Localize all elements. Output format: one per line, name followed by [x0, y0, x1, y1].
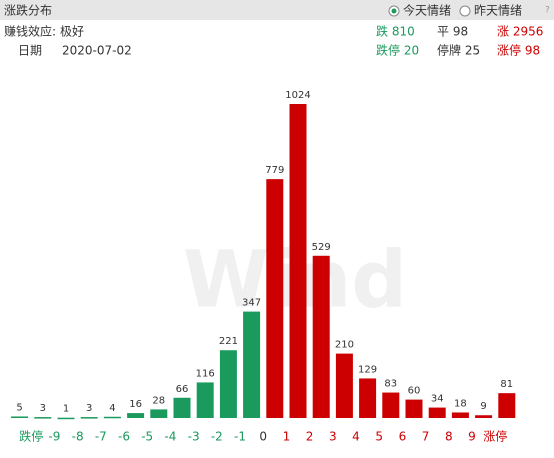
x-tick-label: -8	[72, 430, 84, 444]
value-label: 1024	[285, 90, 310, 101]
plot: 5 3 1 3 4 16 286611622134777910245292101298360…	[11, 90, 516, 444]
x-tick-label: 7	[422, 430, 430, 444]
value-label: 18	[454, 398, 467, 409]
value-label: 3	[40, 403, 46, 414]
x-tick-label: 1	[283, 430, 291, 444]
x-tick-label: -2	[211, 430, 223, 444]
bar	[34, 417, 52, 419]
date-label: 日期	[18, 44, 42, 58]
value-label: 9	[480, 401, 486, 412]
value-label: 5	[16, 402, 22, 413]
bar	[150, 409, 168, 418]
stat-suspended: 停牌 25	[437, 43, 480, 58]
x-tick-label: 8	[445, 430, 453, 444]
value-label: 81	[500, 379, 513, 390]
panel-title: 涨跌分布	[4, 3, 52, 18]
value-label: 16	[129, 399, 142, 410]
value-label: 4	[109, 403, 115, 414]
stat-limit-up: 涨停 98	[497, 43, 540, 58]
bar	[243, 311, 261, 418]
radio-yesterday-label[interactable]: 昨天情绪	[474, 4, 522, 18]
x-tick-label: -9	[48, 430, 60, 444]
bar	[498, 393, 516, 418]
effect-label: 赚钱效应:	[4, 24, 56, 39]
value-label: 66	[176, 384, 189, 395]
bar	[103, 416, 121, 419]
bar	[451, 412, 469, 418]
value-label: 779	[265, 165, 284, 176]
stat-flat: 平 98	[437, 25, 468, 39]
bar	[127, 413, 145, 418]
stat-down: 跌 810	[376, 24, 415, 39]
value-label: 60	[408, 386, 421, 397]
bar	[428, 407, 446, 418]
x-tick-label: -7	[95, 430, 107, 444]
x-tick-label: 2	[306, 430, 314, 444]
x-tick-label: -3	[188, 430, 200, 444]
bar	[173, 397, 191, 418]
bar	[219, 350, 237, 418]
value-label: 83	[384, 379, 397, 390]
x-tick-label: 9	[468, 430, 476, 444]
radio-yesterday[interactable]	[459, 5, 471, 17]
bar	[382, 392, 400, 418]
x-tick-label: -5	[141, 430, 153, 444]
bar	[80, 417, 98, 419]
value-label: 210	[335, 340, 354, 351]
x-tick-label: -1	[234, 430, 246, 444]
bar	[475, 415, 493, 418]
value-label: 529	[312, 242, 331, 253]
x-tick-label: 4	[352, 430, 360, 444]
x-tick-label: 涨停	[483, 429, 507, 444]
bar	[266, 179, 284, 418]
bar	[11, 416, 29, 418]
x-tick-label: 0	[259, 430, 267, 444]
value-label: 221	[219, 336, 238, 347]
value-label: 116	[196, 368, 215, 379]
bar	[359, 378, 377, 418]
x-tick-label: 3	[329, 430, 337, 444]
radio-dot	[391, 8, 397, 14]
radio-today-label[interactable]: 今天情绪	[403, 3, 451, 18]
value-label: 1	[63, 404, 69, 415]
bar	[289, 104, 307, 418]
stat-up: 涨 2956	[497, 24, 543, 39]
help-icon[interactable]: ?	[545, 6, 550, 16]
bar	[405, 399, 423, 418]
value-label: 129	[358, 364, 377, 375]
title-bar	[0, 0, 554, 20]
bar	[312, 255, 330, 418]
effect-value: 极好	[60, 25, 84, 39]
bar	[335, 353, 353, 418]
stat-limit-down: 跌停 20	[376, 43, 419, 58]
x-tick-label: 5	[375, 430, 383, 444]
value-label: 3	[86, 403, 92, 414]
value-label: 28	[152, 395, 165, 406]
x-tick-label: 跌停	[19, 429, 43, 444]
x-tick-label: -4	[164, 430, 176, 444]
bar	[57, 417, 75, 420]
date-value: 2020-07-02	[62, 44, 132, 58]
x-tick-label: 6	[399, 430, 407, 444]
x-tick-label: -6	[118, 430, 130, 444]
value-label: 347	[242, 298, 261, 309]
value-label: 34	[431, 394, 444, 405]
bar	[196, 382, 214, 418]
